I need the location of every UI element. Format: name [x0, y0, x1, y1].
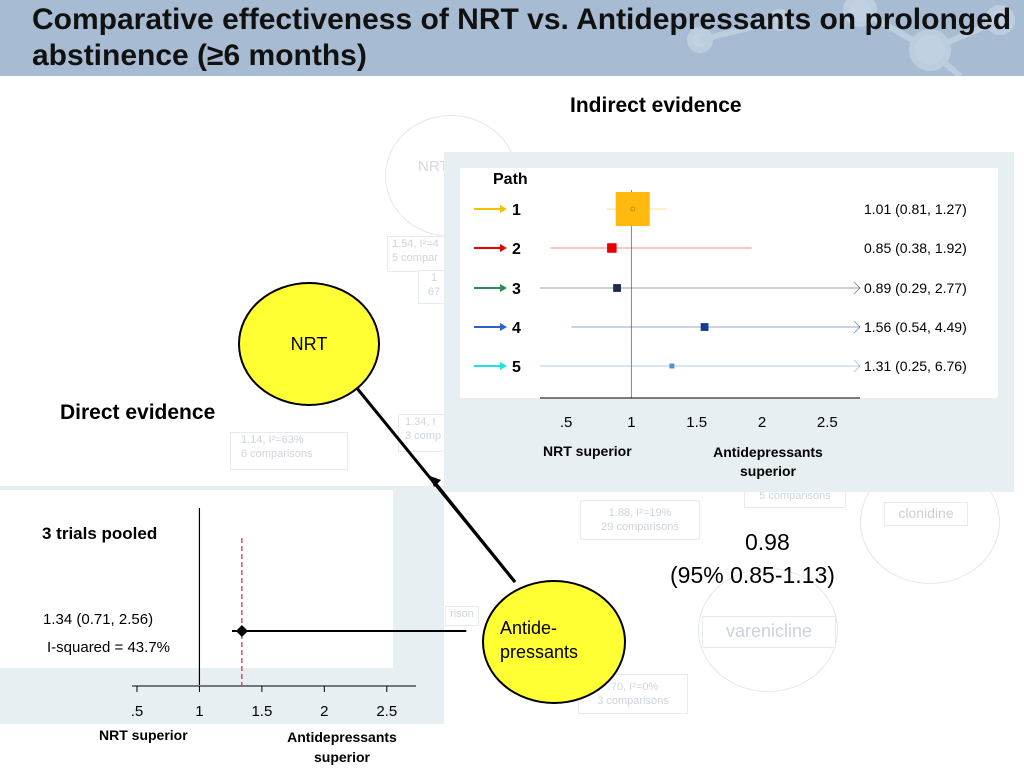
header-banner: Comparative effectiveness of NRT vs. Ant… [0, 0, 1024, 76]
ghost-node-clonidine-label: clonidine [884, 502, 968, 526]
x-tick-label: 1 [195, 703, 203, 720]
path-label-5: 5 [512, 359, 521, 376]
ghost-node-varenicline [698, 568, 838, 692]
x-tick-label: 1.5 [251, 703, 272, 720]
path-arrowhead-3 [500, 284, 507, 292]
direct-subheading: 3 trials pooled [42, 524, 158, 543]
ci-truncation-arrow-5 [853, 359, 861, 373]
path-arrowhead-1 [500, 205, 507, 213]
path-header: Path [493, 171, 528, 188]
path-arrowhead-2 [500, 244, 507, 252]
ghost-edge-label: 1.54, I²=4 5 compar [387, 236, 453, 272]
antidepressants-node: Antide- pressants [482, 580, 626, 704]
estimate-marker-5 [669, 363, 675, 369]
indirect-nrt-superior-label: NRT superior [543, 443, 632, 459]
direct-isq-text: I-squared = 43.7% [47, 639, 170, 656]
direct-heading: Direct evidence [60, 401, 216, 424]
estimate-text-1: 1.01 (0.81, 1.27) [864, 201, 967, 217]
molecule-decoration [687, 0, 1015, 76]
estimate-point-1 [630, 206, 636, 212]
indirect-plot-area [460, 168, 998, 398]
path-label-1: 1 [512, 202, 521, 219]
ghost-edge-label: rison [445, 606, 479, 626]
estimate-marker-1 [615, 192, 650, 226]
direct-estimate-text: 1.34 (0.71, 2.56) [43, 611, 154, 628]
estimate-text-3: 0.89 (0.29, 2.77) [864, 280, 967, 296]
combined-value: 0.98 [745, 529, 790, 555]
x-tick-label: .5 [560, 414, 573, 431]
x-tick-label: 2 [758, 414, 766, 431]
ghost-edge-label: 1.14, I²=63% 6 comparisons [230, 432, 348, 470]
combined-ci: (95% 0.85-1.13) [670, 562, 835, 588]
nrt-node: NRT [238, 282, 380, 406]
path-label-3: 3 [512, 281, 521, 298]
page-title: Comparative effectiveness of NRT vs. Ant… [32, 3, 1012, 72]
ci-truncation-arrow-3 [853, 281, 861, 295]
indirect-antidep-superior-label: Antidepressants superior [713, 444, 823, 479]
pooled-estimate-diamond [235, 625, 248, 637]
path-arrowhead-5 [500, 362, 507, 370]
ghost-edge-label: 1.88, I²=19% 29 comparisons [580, 500, 700, 540]
x-tick-label: 1 [627, 414, 635, 431]
x-tick-label: 2 [320, 703, 328, 720]
estimate-text-4: 1.56 (0.54, 4.49) [864, 319, 967, 335]
x-tick-label: 2.5 [376, 703, 397, 720]
ci-truncation-arrow-4 [853, 320, 861, 334]
estimate-text-2: 0.85 (0.38, 1.92) [864, 240, 967, 256]
ghost-node-varenicline-label: varenicline [702, 616, 836, 648]
estimate-marker-2 [607, 243, 617, 253]
estimate-marker-3 [613, 284, 621, 292]
antidepressants-node-label: Antide- pressants [500, 618, 579, 662]
estimate-marker-4 [700, 323, 709, 331]
x-tick-label: 1.5 [686, 414, 707, 431]
path-label-4: 4 [512, 320, 521, 337]
ghost-node-nrt-label: NRT [418, 158, 449, 175]
path-label-2: 2 [512, 241, 521, 258]
direct-plot-area [0, 490, 393, 668]
direct-nrt-superior-label: NRT superior [99, 727, 188, 743]
x-tick-label: .5 [131, 703, 144, 720]
path-arrowhead-4 [500, 323, 507, 331]
estimate-text-5: 1.31 (0.25, 6.76) [864, 358, 967, 374]
nrt-node-label: NRT [290, 334, 328, 354]
direct-antidep-superior-label: Antidepressants superior [287, 729, 397, 765]
indirect-heading: Indirect evidence [570, 94, 742, 117]
x-tick-label: 2.5 [817, 414, 838, 431]
